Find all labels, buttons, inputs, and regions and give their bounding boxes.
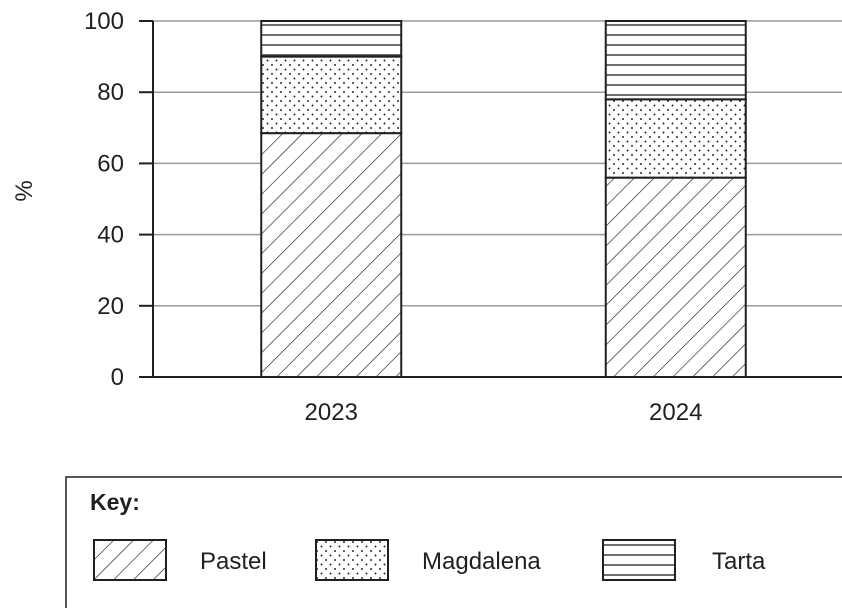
bar-segment-pastel bbox=[604, 176, 747, 378]
bars bbox=[260, 20, 747, 378]
bar-segment-magdalena bbox=[604, 98, 747, 179]
legend-label-magdalena: Magdalena bbox=[422, 548, 541, 575]
y-tick-label: 60 bbox=[97, 150, 124, 177]
bar-segment-tarta bbox=[260, 20, 403, 58]
legend-swatch-tarta bbox=[602, 539, 676, 581]
legend-swatch-magdalena bbox=[315, 539, 389, 581]
y-axis-label: % bbox=[11, 180, 38, 201]
legend-box bbox=[65, 476, 842, 608]
legend-label-tarta: Tarta bbox=[712, 548, 766, 575]
bar-segment-magdalena bbox=[260, 55, 403, 135]
legend-swatch-pastel bbox=[93, 539, 167, 581]
x-tick-label: 2024 bbox=[649, 399, 702, 426]
legend: Key: Pastel Magdalena Tarta bbox=[65, 476, 842, 608]
y-axis-ticks: 0 20 40 60 80 100 bbox=[84, 8, 153, 391]
y-tick-label: 40 bbox=[97, 222, 124, 249]
legend-label-pastel: Pastel bbox=[200, 548, 267, 575]
bar-segment-tarta bbox=[604, 20, 747, 101]
legend-title: Key: bbox=[90, 489, 140, 515]
y-tick-label: 20 bbox=[97, 293, 124, 320]
y-tick-label: 80 bbox=[97, 79, 124, 106]
legend-items: Pastel Magdalena Tarta bbox=[93, 539, 766, 581]
y-tick-label: 100 bbox=[84, 8, 124, 35]
y-tick-label: 0 bbox=[111, 364, 124, 391]
bar-segment-pastel bbox=[260, 132, 403, 378]
x-tick-label: 2023 bbox=[305, 399, 358, 426]
x-axis-ticks: 2023 2024 bbox=[305, 399, 703, 426]
